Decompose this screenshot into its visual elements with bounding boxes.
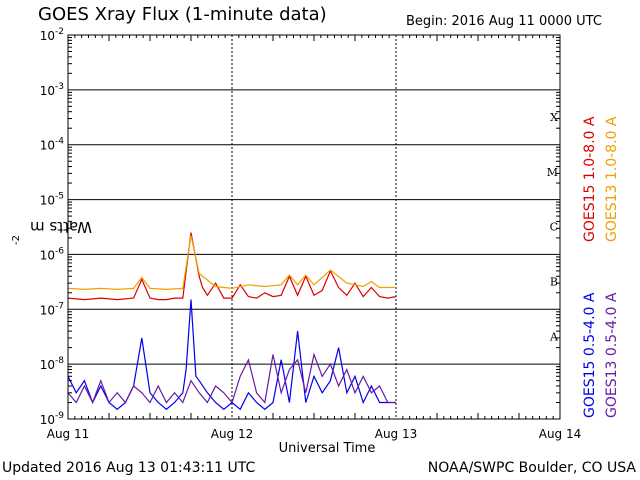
y-tick-exponent: -8: [55, 356, 64, 366]
x-tick-label: Aug 13: [375, 427, 418, 441]
grid-layer: [68, 35, 560, 419]
flare-class-label: B: [550, 276, 558, 289]
legend-entry-2: GOES15 0.5-4.0 A: [582, 292, 598, 418]
y-tick-exponent: -9: [55, 411, 64, 421]
plot-frame: [67, 34, 561, 420]
ticks-layer: 10-9 10-8 10-7 10-6 10-5 10-4 10-3 10-2 Aug 11 Au…: [40, 27, 582, 441]
legend-entry-1: GOES13 1.0-8.0 A: [604, 116, 620, 242]
y-tick-label: 10-7: [40, 301, 64, 317]
flare-class-label: X: [550, 111, 558, 124]
updated-timestamp: Updated 2016 Aug 13 01:43:11 UTC: [2, 460, 256, 476]
x-tick-label: Aug 11: [47, 427, 90, 441]
y-tick-label: 10-9: [40, 411, 65, 427]
series-line-1: [67, 235, 396, 291]
y-tick-exponent: -4: [55, 137, 64, 147]
y-tick-label: 10-2: [40, 27, 64, 43]
flare-class-label: M: [547, 166, 558, 179]
y-tick-label: 10-8: [40, 356, 65, 372]
series-line-0: [67, 232, 397, 301]
y-tick-exponent: -5: [55, 192, 64, 202]
series-layer: [67, 232, 397, 411]
x-tick-label: Aug 14: [539, 427, 582, 441]
y-tick-exponent: -2: [55, 27, 64, 37]
legend-entry-0: GOES15 1.0-8.0 A: [582, 116, 598, 242]
y-tick-label: 10-3: [40, 82, 64, 98]
y-tick-label: 10-4: [40, 137, 65, 153]
begin-time: Begin: 2016 Aug 11 0000 UTC: [406, 14, 602, 29]
y-tick-label: 10-5: [40, 192, 64, 208]
flare-class-label: C: [550, 221, 558, 234]
flare-class-label: A: [549, 330, 559, 343]
chart-title: GOES Xray Flux (1-minute data): [38, 4, 327, 25]
y-tick-exponent: -6: [55, 246, 64, 256]
y-tick-label: 10-6: [40, 246, 65, 262]
x-tick-label: Aug 12: [211, 427, 254, 441]
series-line-3: [67, 352, 396, 405]
y-tick-exponent: -3: [55, 82, 64, 92]
y-tick-exponent: -7: [55, 301, 64, 311]
legend-entry-3: GOES13 0.5-4.0 A: [604, 292, 620, 418]
x-axis-label: Universal Time: [278, 441, 376, 456]
credit-text: NOAA/SWPC Boulder, CO USA: [427, 460, 636, 476]
